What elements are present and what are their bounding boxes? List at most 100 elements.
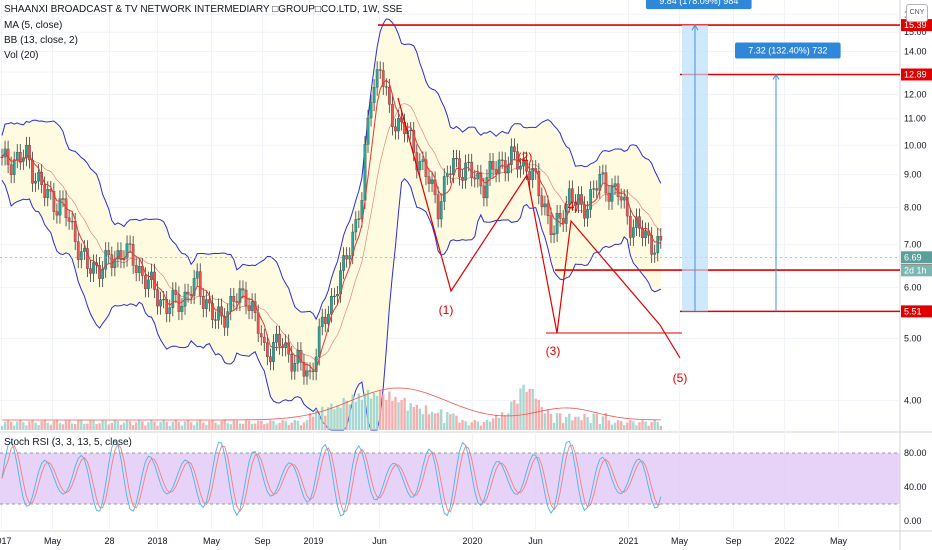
projection-tools[interactable]: 9.84 (178.09%) 984 7.32 (132.40%) 732 [646,0,841,312]
volume-bar [314,409,318,430]
volume-bar [19,420,22,430]
vol-legend[interactable]: Vol (20) [4,50,39,61]
candle-body [162,299,165,301]
volume-bar [110,422,113,430]
candle-body [378,69,382,71]
wave-label: (2) [518,150,533,164]
volume-bar [223,420,226,430]
volume-bar [342,397,345,430]
volume-bar [180,425,184,430]
volume-bar [592,413,595,430]
volume-bar [287,424,290,430]
currency-badge[interactable]: CNY [906,4,928,22]
candle-body [522,159,525,167]
volume-bar [558,413,562,430]
volume-bar [211,420,214,430]
candle-body [9,164,13,175]
candle-body [101,269,104,279]
candle-body [217,306,220,321]
volume-bar [135,422,138,430]
volume-bar [565,416,568,430]
candle-body [186,291,190,295]
volume-bar [250,423,254,430]
candle-body [592,188,596,190]
volume-bar [513,399,516,430]
candle-body [448,173,452,175]
candle-body [250,301,254,311]
volume-bar [449,414,452,430]
volume-bar [192,425,196,430]
candle-body [552,233,556,235]
level-tag-label: 15.39 [904,20,927,30]
symbol-title[interactable]: SHAANXI BROADCAST & TV NETWORK INTERMEDI… [4,4,403,15]
candle-body [323,316,327,324]
volume-bar [430,411,434,430]
candle-body [204,299,208,309]
volume-bar [122,422,126,430]
price-tick-label: 4.00 [904,396,922,406]
volume-bar [77,420,80,430]
candle-body [214,319,217,321]
time-tick-label: 2020 [462,536,482,546]
price-tick-label: 6.00 [904,283,922,293]
elliott-wave-lines: (1) (2) (3) (4) (5) [397,97,687,385]
volume-bar [555,413,559,430]
volume-bar [644,421,647,430]
volume-bar [577,416,580,430]
candle-body [229,296,233,312]
candle-body [37,172,40,182]
candle-body [424,159,428,177]
volume-bar [229,424,232,430]
volume-bar [247,420,251,430]
volume-bar [186,420,190,430]
candle-body [70,221,74,223]
stoch-d-line [1,443,661,513]
volume-bar [83,423,86,430]
candle-body [613,183,617,187]
candle-body [79,251,83,260]
volume-bar [37,424,40,430]
candle-body [147,279,150,289]
price-tick-label: 15.00 [904,27,927,37]
volume-bar [388,391,391,430]
time-tick-label: May [44,536,62,546]
candle-body [461,177,464,181]
volume-bar [64,420,68,430]
volume-bar [9,421,13,430]
volume-bar [159,421,162,430]
candle-body [540,195,544,208]
volume-bar [189,422,193,430]
candle-body [18,152,22,162]
volume-bar [601,416,605,430]
candle-body [0,156,4,158]
volume-bar [16,421,19,430]
stoch-legend[interactable]: Stoch RSI (3, 3, 13, 5, close) [4,437,132,448]
stoch-tick-label: 40.00 [904,482,927,492]
price-tick-label: 10.00 [904,140,927,150]
countdown-label: 2d 1h [904,265,927,275]
candle-body [354,219,358,233]
volume-bar [400,399,403,430]
volume-bar [433,413,437,430]
candle-body [107,250,111,255]
stoch-tick-label: 80.00 [904,448,927,458]
bb-legend[interactable]: BB (13, close, 2) [4,35,78,46]
volume-bar [436,412,440,430]
candle-body [43,184,47,198]
candle-body [397,118,400,132]
candle-body [302,361,306,377]
projection-callout-label: 7.32 (132.40%) 732 [748,46,827,56]
ma-legend[interactable]: MA (5, close) [4,20,63,31]
candle-body [509,146,513,165]
candle-body [595,188,599,191]
volume-bar [275,424,278,430]
volume-bar [598,423,601,430]
candle-body [76,241,80,260]
volume-bar [623,425,626,430]
volume-bar [202,422,205,430]
candle-body [476,172,480,180]
horizontal-levels[interactable] [0,24,900,313]
volume-bar [568,413,571,430]
volume-bar [220,420,223,430]
